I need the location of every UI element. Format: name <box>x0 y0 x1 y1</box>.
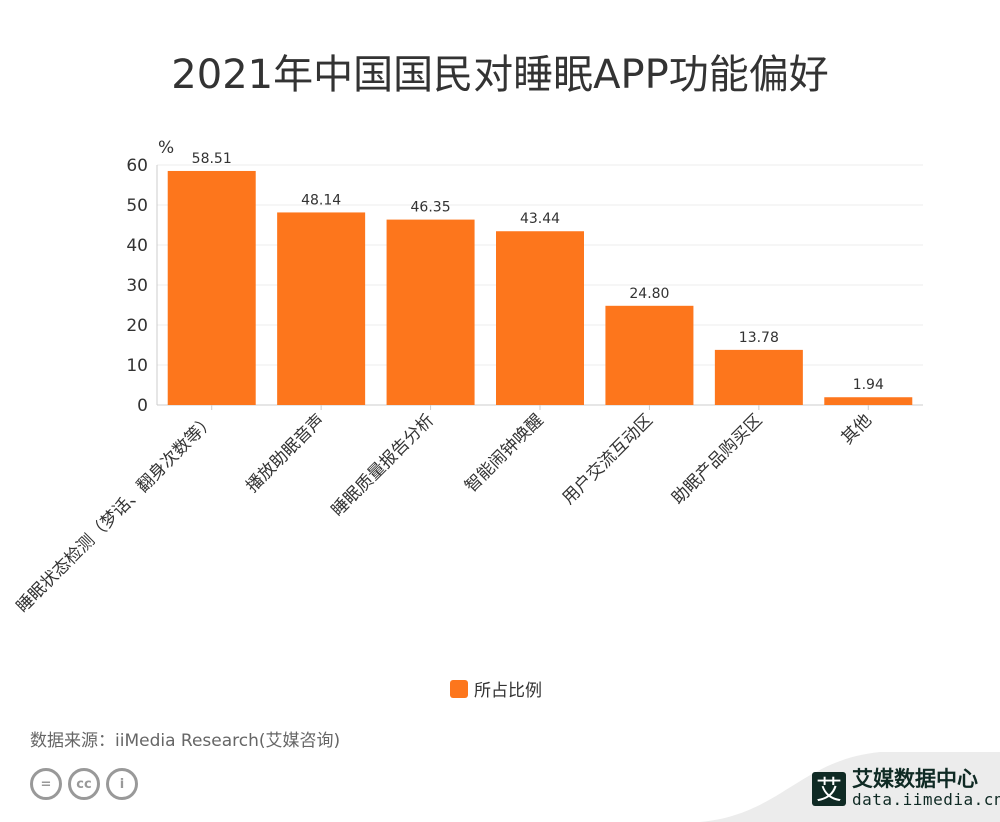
y-tick-label: 30 <box>126 276 148 296</box>
data-label: 43.44 <box>520 211 560 227</box>
bar <box>714 349 803 405</box>
cc-icon: cc <box>68 768 100 800</box>
x-tick-label: 用户交流互动区 <box>559 410 657 508</box>
data-label: 46.35 <box>411 200 451 216</box>
y-tick-label: 20 <box>126 316 148 336</box>
y-tick-label: 50 <box>126 196 148 216</box>
brand-url: data.iimedia.cn <box>852 790 1000 809</box>
y-tick-label: 40 <box>126 236 148 256</box>
x-tick-label: 智能闹钟唤醒 <box>461 410 547 496</box>
bar <box>605 305 694 405</box>
x-tick-label: 其他 <box>838 410 876 448</box>
data-label: 1.94 <box>853 377 884 393</box>
person-icon: i <box>106 768 138 800</box>
legend-swatch <box>450 679 468 698</box>
bar <box>386 219 475 405</box>
y-axis-unit: % <box>158 138 174 158</box>
bar <box>277 212 366 405</box>
chart-title: 2021年中国国民对睡眠APP功能偏好 <box>171 52 829 98</box>
data-label: 13.78 <box>739 330 779 346</box>
x-tick-label: 睡眠状态检测（梦话、翻身次数等） <box>13 410 219 616</box>
data-label: 58.51 <box>192 151 232 167</box>
bar <box>167 170 256 405</box>
y-tick-label: 60 <box>126 156 148 176</box>
equals-icon: = <box>30 768 62 800</box>
legend[interactable]: 所占比例 <box>450 676 542 701</box>
legend-label: 所占比例 <box>474 681 542 701</box>
brand-mark: 艾 <box>812 771 846 806</box>
data-label: 48.14 <box>301 192 341 208</box>
y-tick-label: 0 <box>137 396 148 416</box>
brand-logo: 艾艾媒数据中心 data.iimedia.cn <box>812 768 1000 809</box>
license-icons: = cc i <box>30 768 138 800</box>
x-tick-label: 睡眠质量报告分析 <box>328 410 438 520</box>
x-tick-label: 助眠产品购买区 <box>668 410 766 508</box>
source-note: 数据来源：iiMedia Research(艾媒咨询) <box>30 731 341 751</box>
y-tick-label: 10 <box>126 356 148 376</box>
bar <box>824 397 913 405</box>
brand-name: 艾媒数据中心 <box>852 767 978 791</box>
data-label: 24.80 <box>629 286 669 302</box>
bar <box>496 231 584 405</box>
x-tick-label: 播放助眠音声 <box>242 410 328 496</box>
